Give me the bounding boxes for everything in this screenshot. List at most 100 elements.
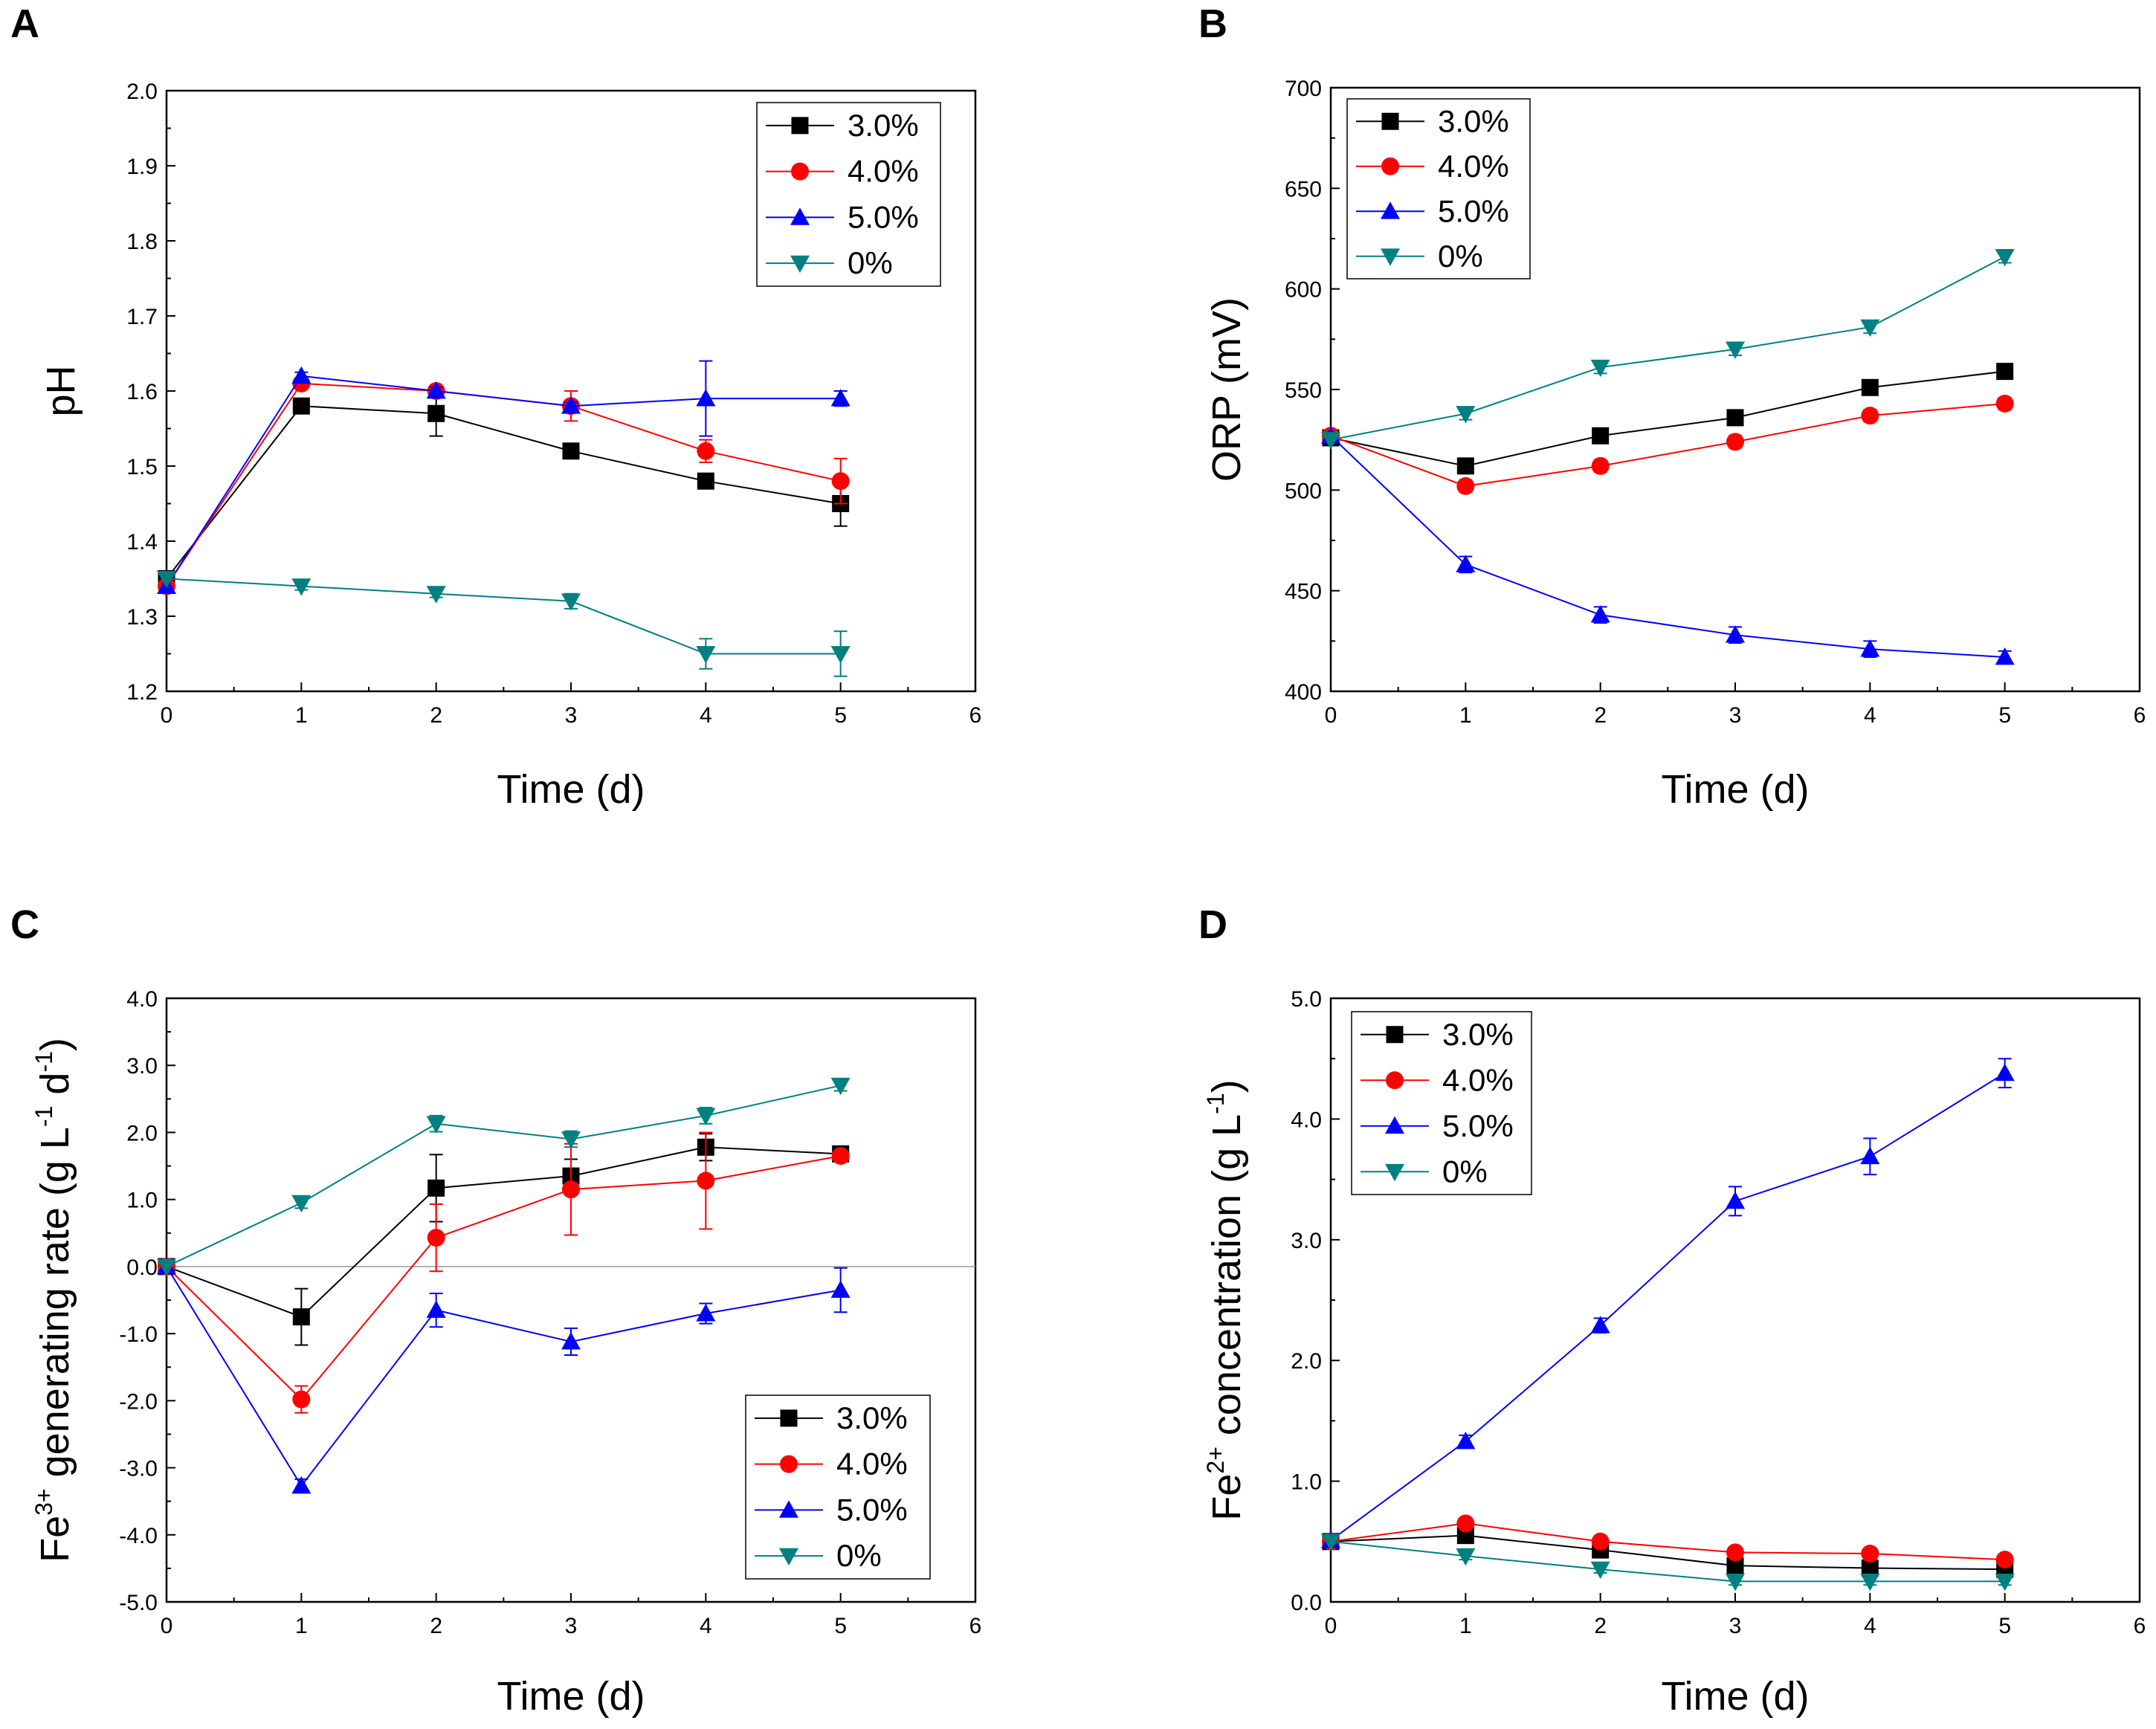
series-0pct xyxy=(157,571,851,677)
legend-marker xyxy=(1381,248,1400,266)
data-point xyxy=(426,1300,446,1318)
series-0pct xyxy=(1321,248,2015,450)
data-point xyxy=(1590,1561,1610,1580)
y-axis-title-part: concentration (g L xyxy=(1204,1114,1249,1447)
y-tick-label: 500 xyxy=(1285,479,1322,503)
panel-letter: D xyxy=(1198,902,1227,947)
data-point xyxy=(561,1331,581,1350)
legend-box xyxy=(1351,1011,1532,1195)
y-tick-label: 2.0 xyxy=(126,80,158,104)
data-point xyxy=(1861,1545,1879,1563)
legend: 3.0% 4.0% 5.0% 0% xyxy=(1351,1011,1532,1195)
series-4-0pct xyxy=(1322,394,2014,495)
x-tick-label: 6 xyxy=(2134,1614,2146,1638)
data-point xyxy=(292,1390,311,1409)
y-tick-label: 1.6 xyxy=(126,380,158,404)
x-tick-label: 3 xyxy=(1729,703,1742,728)
x-tick-label: 2 xyxy=(430,703,442,728)
x-tick-label: 2 xyxy=(430,1614,442,1638)
legend-marker xyxy=(1381,201,1400,219)
y-tick-label: 1.0 xyxy=(1291,1470,1322,1495)
y-tick-label: 5.0 xyxy=(1291,987,1322,1012)
y-tick-label: 0.0 xyxy=(1291,1591,1322,1615)
legend-label: 3.0% xyxy=(848,108,919,143)
legend-label: 0% xyxy=(1442,1154,1488,1189)
y-tick-label: 3.0 xyxy=(1291,1229,1322,1253)
x-tick-label: 6 xyxy=(969,703,982,728)
data-point xyxy=(1995,394,2014,413)
data-point xyxy=(157,1258,176,1276)
data-point xyxy=(1591,1532,1610,1551)
y-tick-label: 1.0 xyxy=(126,1189,158,1213)
legend-marker xyxy=(779,1548,798,1566)
y-tick-label: 600 xyxy=(1285,278,1322,303)
y-tick-label: 1.9 xyxy=(126,155,158,179)
legend-label: 5.0% xyxy=(1438,193,1509,228)
legend-marker xyxy=(780,1455,798,1473)
series-line xyxy=(166,1085,841,1267)
legend: 3.0% 4.0% 5.0% 0% xyxy=(756,102,941,287)
data-point xyxy=(1860,639,1880,657)
x-tick-label: 1 xyxy=(1459,1614,1472,1638)
x-tick-label: 2 xyxy=(1594,1614,1607,1638)
chart-panel-a: A 0 1 2 3 4 5 6 1.2 1.3 1.4 1.5 1.6 1.7 1.8 1.9 2.0 Time … xyxy=(10,1,981,812)
legend-label: 5.0% xyxy=(848,199,919,234)
chart-panel-b: B 0 1 2 3 4 5 6 400 450 500 550 600 650 700 Time (d) ORP… xyxy=(1198,1,2146,812)
series-0pct xyxy=(157,1077,851,1276)
data-point xyxy=(562,1180,580,1199)
x-tick-label: 4 xyxy=(700,703,712,728)
legend-marker xyxy=(1386,1071,1404,1090)
data-point xyxy=(696,1304,716,1322)
data-point xyxy=(1996,363,2014,381)
y-axis-title-superscript: -1 xyxy=(1202,1093,1229,1114)
x-axis-title: Time (d) xyxy=(497,1674,645,1719)
y-tick-label: 1.7 xyxy=(126,305,158,329)
legend-label: 0% xyxy=(836,1538,882,1573)
x-tick-label: 1 xyxy=(295,703,308,728)
y-tick-label: 0.0 xyxy=(126,1255,158,1280)
y-axis-title-superscript: -1 xyxy=(30,1051,57,1072)
legend-marker xyxy=(1381,157,1399,175)
data-point xyxy=(1592,427,1610,445)
data-point xyxy=(1456,555,1476,572)
legend-label: 3.0% xyxy=(1442,1017,1514,1052)
series-line xyxy=(166,405,841,580)
series-line xyxy=(166,1155,841,1401)
y-tick-label: -3.0 xyxy=(119,1457,158,1481)
data-point xyxy=(292,397,310,415)
series-line xyxy=(166,1146,841,1318)
x-tick-label: 0 xyxy=(1325,1614,1337,1638)
y-axis-title-superscript: 2+ xyxy=(1202,1447,1229,1473)
chart-panel-d: D 0 1 2 3 4 5 6 0.0 1.0 2.0 3.0 4.0 5.0 Time (d) Fe2+ c… xyxy=(1198,902,2146,1719)
series-line xyxy=(1330,435,2005,658)
y-axis-title-part: d xyxy=(33,1073,77,1106)
x-tick-label: 1 xyxy=(295,1614,308,1638)
series-5-0pct xyxy=(1321,426,2015,665)
x-tick-label: 5 xyxy=(1998,703,2011,728)
x-tick-label: 5 xyxy=(834,1614,847,1638)
y-tick-label: 4.0 xyxy=(126,987,158,1012)
data-point xyxy=(292,1308,310,1326)
legend-marker xyxy=(791,162,809,181)
legend-marker xyxy=(1385,1116,1404,1134)
data-point xyxy=(1456,457,1474,475)
y-tick-label: 2.0 xyxy=(126,1121,158,1145)
data-point xyxy=(1456,406,1476,424)
data-point xyxy=(426,381,446,399)
y-tick-label: 1.2 xyxy=(126,680,158,705)
x-tick-label: 5 xyxy=(834,703,847,728)
series-4-0pct xyxy=(1322,1514,2014,1569)
x-tick-label: 4 xyxy=(1864,703,1876,728)
data-point xyxy=(1726,1573,1745,1591)
y-axis-title-superscript: 3+ xyxy=(30,1488,57,1515)
x-tick-label: 3 xyxy=(565,1614,578,1638)
series-line xyxy=(166,578,841,655)
legend-marker xyxy=(790,207,810,225)
series-3-0pct xyxy=(158,390,850,587)
y-tick-label: 400 xyxy=(1285,680,1322,705)
legend-label: 4.0% xyxy=(836,1447,908,1481)
data-point xyxy=(697,442,715,460)
legend-marker xyxy=(790,255,810,274)
data-point xyxy=(1591,456,1610,475)
y-axis-title-superscript: -1 xyxy=(30,1106,57,1127)
